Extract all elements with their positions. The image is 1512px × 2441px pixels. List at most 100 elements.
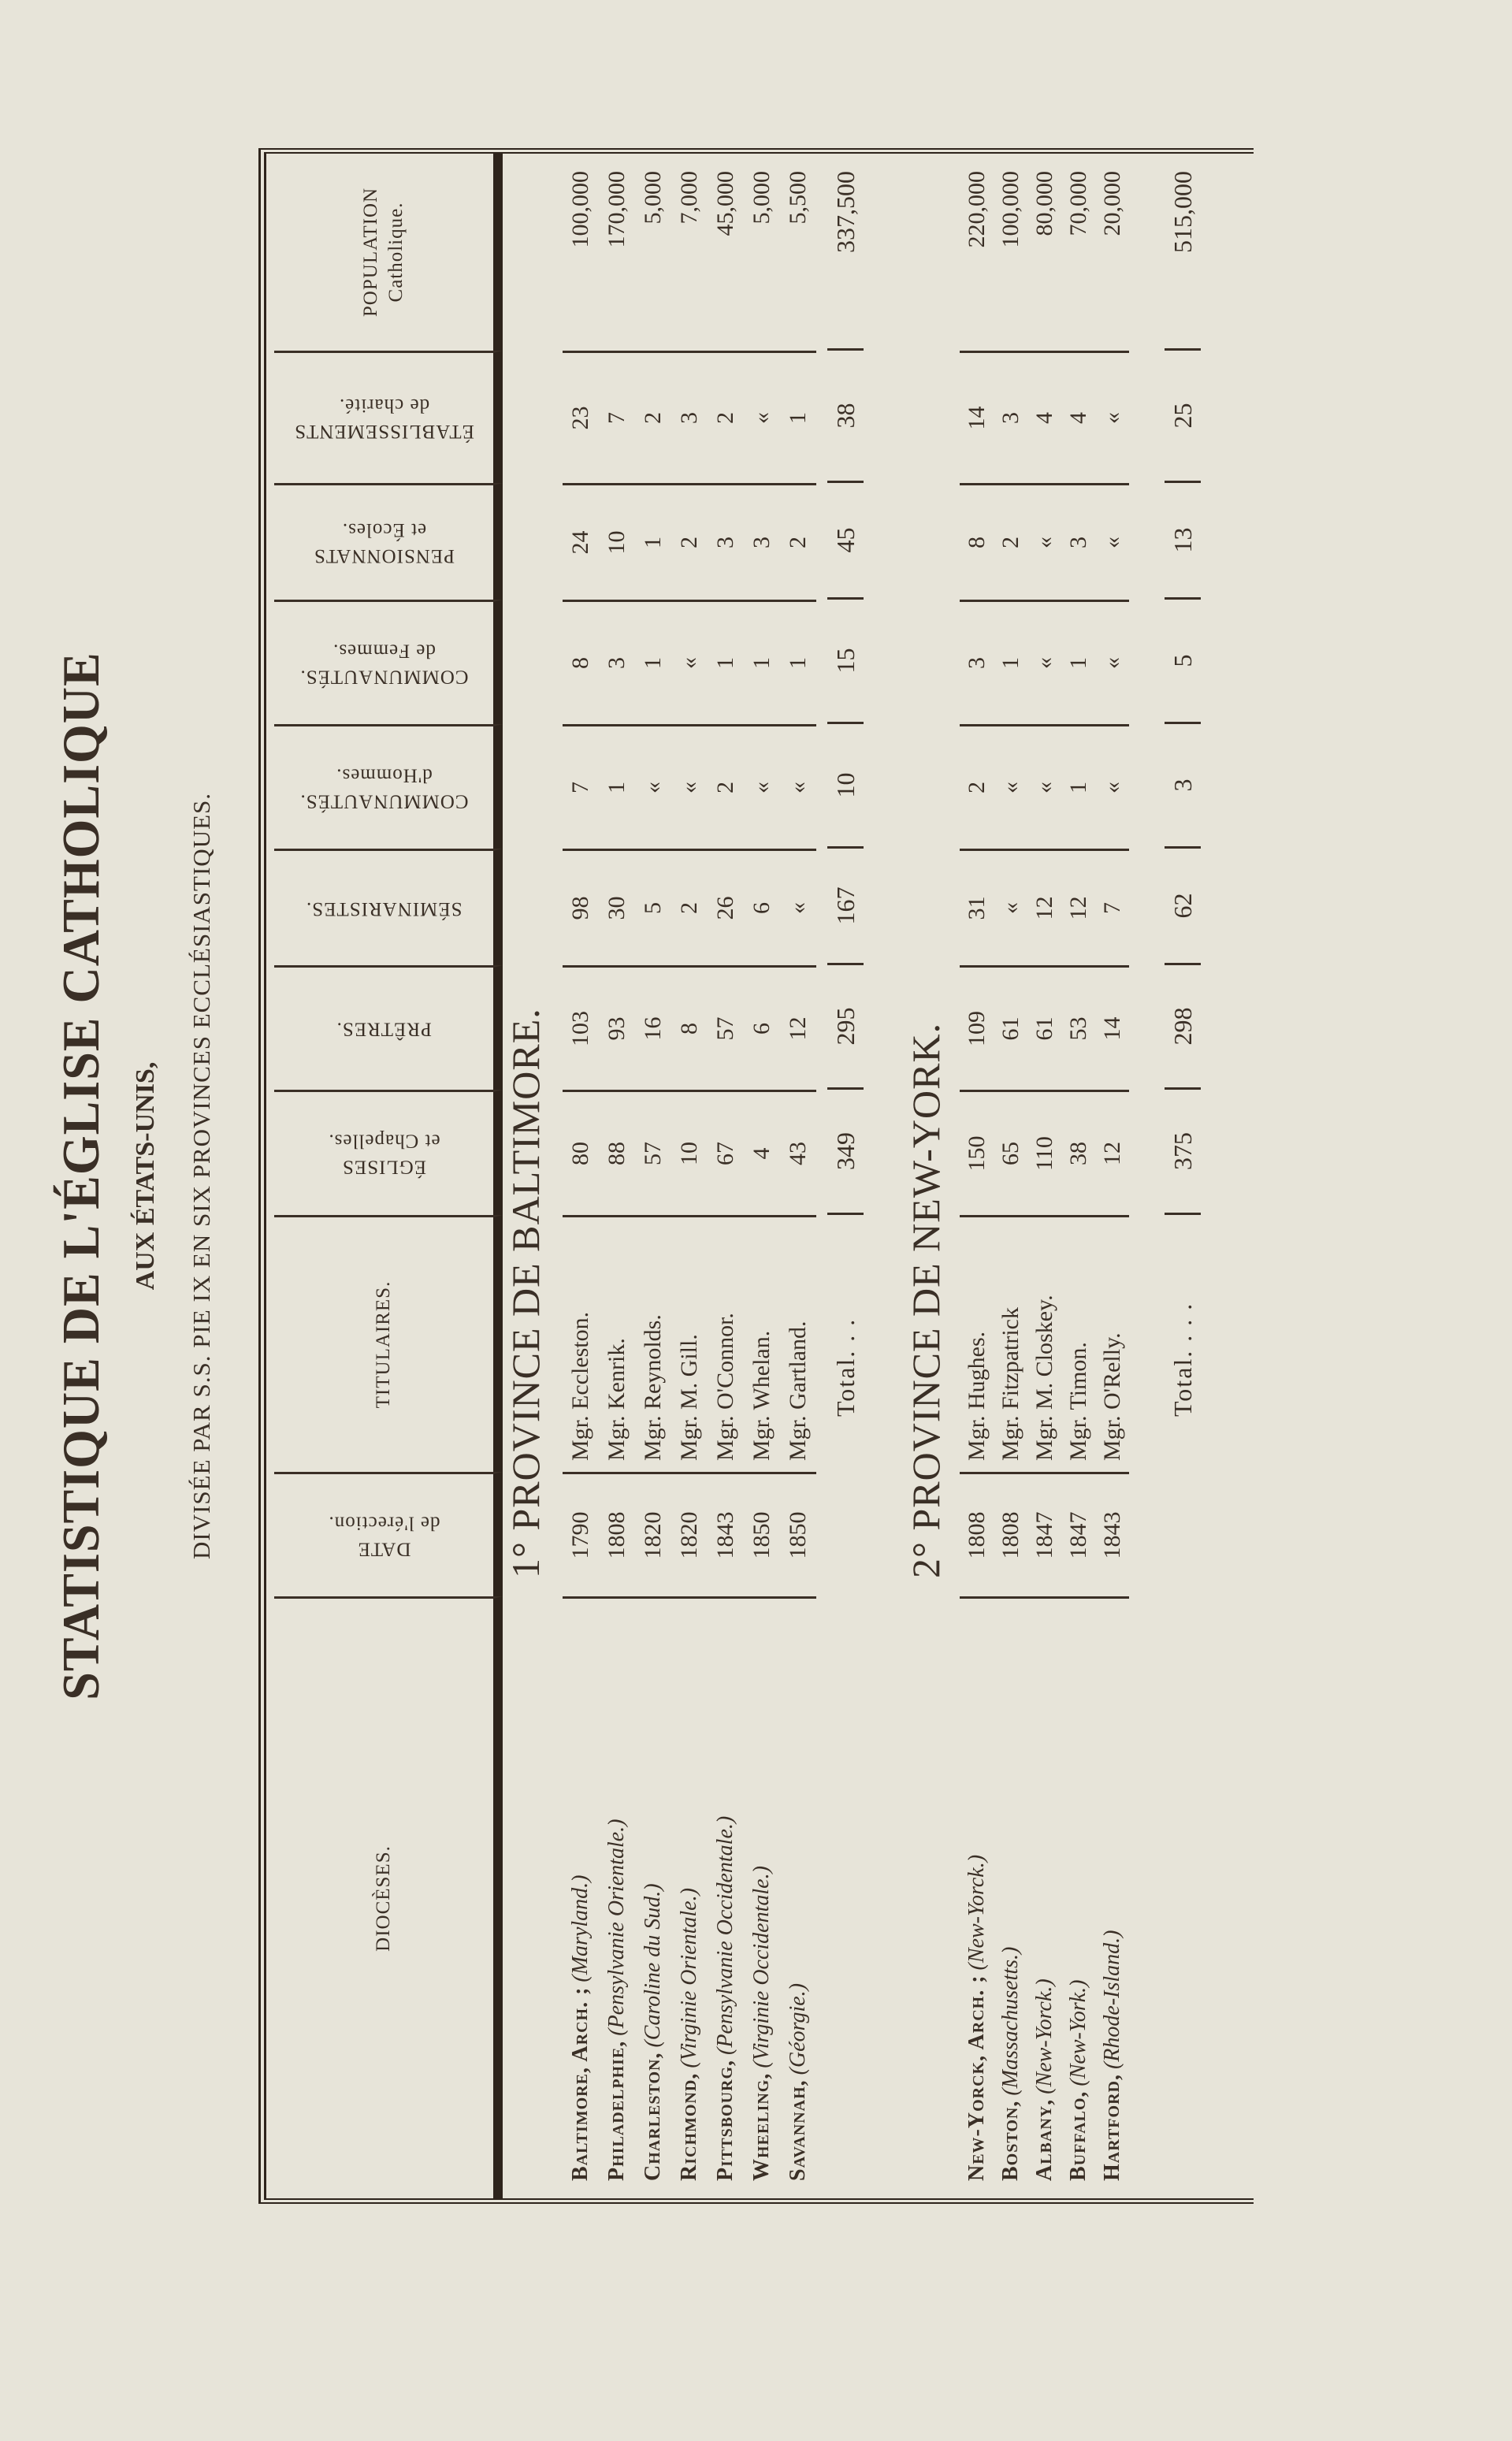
cell-comm-femmes: 1 — [708, 600, 744, 724]
diocese-region: (Caroline du Sud.) — [641, 1883, 665, 2048]
cell-date: 1808 — [994, 1472, 1027, 1596]
diocese-region: (Pensylvanie Orientale.) — [604, 1819, 629, 2036]
header-label: DIOCÈSES. — [371, 1845, 397, 1952]
header-line: de charité. — [338, 395, 429, 417]
division-note: DIVISÉE PAR S.S. PIE IX EN SIX PROVINCES… — [188, 792, 215, 1560]
header-line: DATE — [357, 1538, 411, 1559]
diocese-region: (New-Yorck.) — [964, 1854, 989, 1971]
cell-etablissements: 2 — [635, 351, 671, 483]
cell-date: 1850 — [780, 1472, 816, 1596]
cell-comm-femmes: 3 — [599, 600, 635, 724]
cell-comm-femmes: « — [1095, 600, 1129, 724]
header-date: DATE de l'érection. — [274, 1472, 503, 1596]
diocese-name: Baltimore, Arch. ; — [568, 1986, 593, 2181]
cell-date: 1808 — [599, 1472, 635, 1596]
cell-population: 45,000 — [712, 171, 738, 236]
cell-comm-hommes: 1 — [1061, 724, 1095, 849]
cell-seminaristes: 98 — [563, 849, 599, 965]
cell-comm-hommes: « — [635, 724, 671, 849]
cell-seminaristes: 6 — [744, 849, 780, 965]
total-population: 337,500 — [827, 154, 864, 351]
cell-comm-hommes: « — [671, 724, 708, 849]
diocese-name: Boston, — [997, 2100, 1023, 2181]
cell-pretres: 16 — [635, 965, 671, 1090]
cell-eglises: 150 — [960, 1090, 994, 1215]
table-row: Albany, (New-Yorck.) 1847 Mgr. M. Closkey. 1… — [1027, 154, 1061, 2198]
cell-population: 70,000 — [1064, 171, 1091, 236]
header-comm-hommes: COMMUNAUTÉS. d'Hommes. — [274, 724, 503, 849]
header-label: COMMUNAUTÉS. d'Hommes. — [299, 762, 468, 813]
cell-pensionnats: 3 — [1061, 483, 1095, 600]
total-row: Total. . . 349 295 167 10 15 45 38 337,500 — [827, 154, 864, 2198]
cell-seminaristes: 5 — [635, 849, 671, 965]
diocese-region: (Massachusetts.) — [997, 1946, 1023, 2096]
diocese-region: (New-Yorck.) — [1031, 1978, 1057, 2094]
header-diocese: DIOCÈSES. — [274, 1596, 503, 2198]
header-line: et Chapelles. — [327, 1131, 440, 1153]
cell-comm-femmes: 1 — [635, 600, 671, 724]
total-spacer — [1165, 1472, 1201, 1596]
diocese-region: (Géorgie.) — [786, 1982, 810, 2075]
cell-seminaristes: 12 — [1027, 849, 1061, 965]
cell-diocese: New-Yorck, Arch. ; (New-Yorck.) — [960, 1596, 994, 2198]
cell-diocese: Albany, (New-Yorck.) — [1027, 1596, 1061, 2198]
province-rows: Baltimore, Arch. ; (Maryland.) 1790 Mgr. Ec… — [563, 154, 816, 2198]
cell-diocese: Hartford, (Rhode-Island.) — [1095, 1596, 1129, 2198]
cell-titulaire: Mgr. Whelan. — [744, 1215, 780, 1472]
cell-titulaire: Mgr. Timon. — [1061, 1215, 1095, 1472]
cell-comm-hommes: « — [1095, 724, 1129, 849]
cell-pensionnats: 10 — [599, 483, 635, 600]
statistics-table: DIOCÈSES. DATE de l'érection. TITULAIRES. ÉG… — [258, 148, 1254, 2204]
header-label: ÉTABLISSEMENTS de charité. — [294, 392, 474, 444]
cell-titulaire: Mgr. O'Connor. — [708, 1215, 744, 1472]
cell-etablissements: « — [744, 351, 780, 483]
total-comm-femmes: 5 — [1165, 600, 1201, 724]
diocese-region: (Virginie Orientale.) — [677, 1888, 701, 2068]
cell-etablissements: « — [1095, 351, 1129, 483]
cell-pretres: 61 — [1027, 965, 1061, 1090]
cell-etablissements: 23 — [563, 351, 599, 483]
cell-comm-femmes: 1 — [1061, 600, 1095, 724]
cell-etablissements: 3 — [994, 351, 1027, 483]
cell-comm-hommes: 2 — [960, 724, 994, 849]
cell-diocese: Pittsbourg, (Pensylvanie Occidentale.) — [708, 1596, 744, 2198]
cell-date: 1847 — [1061, 1472, 1095, 1596]
cell-eglises: 67 — [708, 1090, 744, 1215]
cell-population: 7,000 — [676, 171, 702, 225]
cell-pretres: 93 — [599, 965, 635, 1090]
cell-etablissements: 4 — [1027, 351, 1061, 483]
header-line: et Écoles. — [341, 519, 426, 541]
header-comm-femmes: COMMUNAUTÉS. de Femmes. — [274, 600, 503, 724]
cell-date: 1820 — [671, 1472, 708, 1596]
diocese-name: Savannah, — [786, 2079, 810, 2181]
header-label: POPULATION Catholique. — [358, 188, 410, 317]
header-line: COMMUNAUTÉS. — [299, 790, 469, 812]
cell-titulaire: Mgr. O'Relly. — [1095, 1215, 1129, 1472]
cell-pensionnats: 1 — [635, 483, 671, 600]
total-spacer — [827, 1596, 864, 2198]
cell-pensionnats: 3 — [744, 483, 780, 600]
cell-eglises: 38 — [1061, 1090, 1095, 1215]
cell-etablissements: 2 — [708, 351, 744, 483]
cell-eglises: 43 — [780, 1090, 816, 1215]
header-label: PRÊTRES. — [336, 1016, 431, 1042]
total-comm-hommes: 3 — [1165, 724, 1201, 849]
header-population: POPULATION Catholique. — [274, 154, 503, 351]
cell-titulaire: Mgr. Eccleston. — [563, 1215, 599, 1472]
cell-diocese: Richmond, (Virginie Orientale.) — [671, 1596, 708, 2198]
cell-pensionnats: 2 — [671, 483, 708, 600]
cell-comm-femmes: « — [671, 600, 708, 724]
cell-comm-hommes: « — [994, 724, 1027, 849]
total-population: 515,000 — [1165, 154, 1201, 351]
header-line: PENSIONNATS — [313, 545, 455, 567]
cell-pensionnats: « — [1095, 483, 1129, 600]
table-row: Pittsbourg, (Pensylvanie Occidentale.) 184… — [708, 154, 744, 2198]
cell-titulaire: Mgr. M. Closkey. — [1027, 1215, 1061, 1472]
cell-pensionnats: 3 — [708, 483, 744, 600]
header-pretres: PRÊTRES. — [274, 965, 503, 1090]
cell-comm-femmes: 1 — [780, 600, 816, 724]
total-eglises: 375 — [1165, 1090, 1201, 1215]
cell-comm-hommes: 2 — [708, 724, 744, 849]
table-header: DIOCÈSES. DATE de l'érection. TITULAIRES. ÉG… — [274, 154, 503, 2198]
diocese-name: Albany, — [1031, 2098, 1057, 2181]
